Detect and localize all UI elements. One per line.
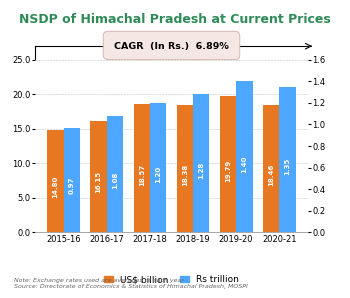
Legend: US$ billion, Rs trillion: US$ billion, Rs trillion <box>100 271 243 288</box>
Text: CAGR  (In Rs.)  6.89%: CAGR (In Rs.) 6.89% <box>114 42 229 51</box>
Text: Source: Directorate of Economics & Statistics of Himachal Pradesh, MOSPI: Source: Directorate of Economics & Stati… <box>14 284 248 289</box>
Text: 16.15: 16.15 <box>96 171 102 193</box>
Bar <box>279 87 296 232</box>
Text: 14.80: 14.80 <box>52 175 58 198</box>
Text: 18.57: 18.57 <box>139 164 145 186</box>
Text: 1.08: 1.08 <box>112 171 118 189</box>
Bar <box>47 130 64 232</box>
Bar <box>64 128 80 232</box>
Bar <box>150 103 166 232</box>
Text: Note: Exchange rates used are averages of each year: Note: Exchange rates used are averages o… <box>14 278 184 283</box>
Bar <box>263 105 279 232</box>
Bar <box>236 81 252 232</box>
Text: 18.38: 18.38 <box>182 164 188 186</box>
Bar <box>107 116 123 232</box>
Text: 1.35: 1.35 <box>285 158 290 176</box>
Bar <box>193 94 209 232</box>
Bar <box>91 121 107 232</box>
Text: 18.46: 18.46 <box>268 164 274 186</box>
Text: 0.97: 0.97 <box>69 177 75 194</box>
Text: 19.79: 19.79 <box>225 160 231 182</box>
Bar <box>134 104 150 232</box>
Bar <box>220 96 236 232</box>
Text: 1.28: 1.28 <box>198 162 204 179</box>
Text: NSDP of Himachal Pradesh at Current Prices: NSDP of Himachal Pradesh at Current Pric… <box>19 13 331 27</box>
Text: 1.40: 1.40 <box>241 156 247 173</box>
Bar <box>177 105 193 232</box>
Text: 1.20: 1.20 <box>155 165 161 183</box>
